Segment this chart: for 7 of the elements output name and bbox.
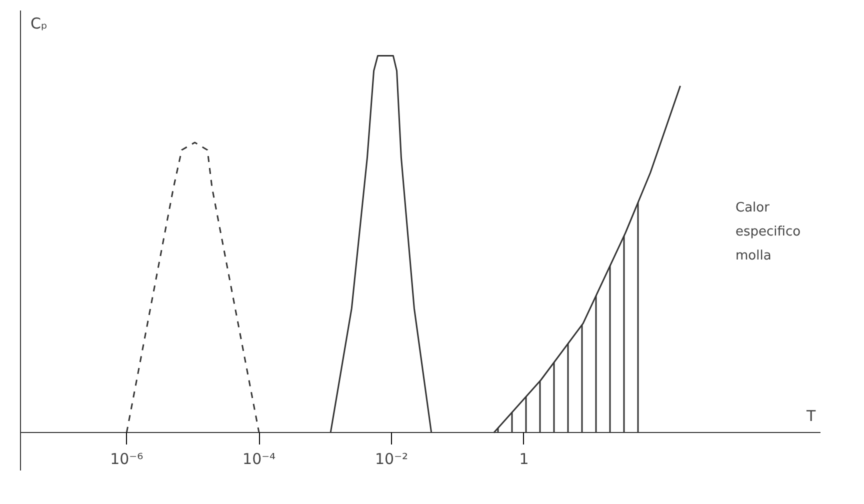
- x-tick-label: 10⁻⁶: [110, 450, 144, 468]
- annotation: Calor especifico molla: [736, 200, 801, 264]
- x-tick-label: 10⁻²: [375, 450, 408, 468]
- x-axis-title: T: [806, 406, 816, 425]
- x-tick-label: 10⁻⁴: [242, 450, 276, 468]
- x-tick-label: 1: [519, 450, 529, 468]
- y-axis-title: Cₚ: [30, 14, 48, 32]
